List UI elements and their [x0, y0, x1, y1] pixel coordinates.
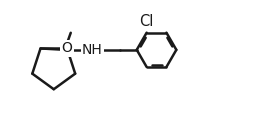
- Text: NH: NH: [82, 43, 103, 57]
- Text: Cl: Cl: [140, 14, 154, 29]
- Text: O: O: [61, 41, 73, 55]
